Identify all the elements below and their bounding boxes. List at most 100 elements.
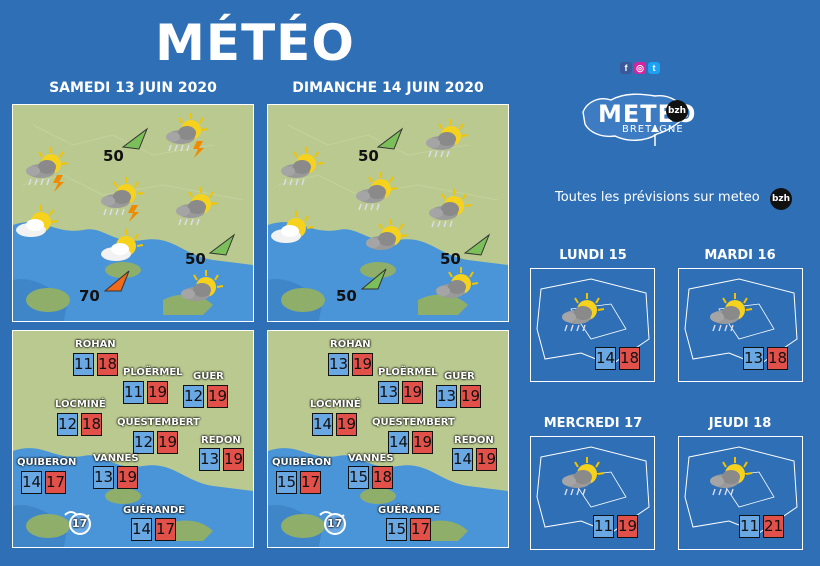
town-label: GUÉRANDE [123, 505, 186, 516]
town-label: LOCMINÉ [55, 399, 106, 410]
temp-min: 13 [328, 353, 349, 376]
temp-max: 17 [300, 471, 321, 494]
temp-pair: 11 19 [593, 515, 638, 538]
sea-temperature: 17 [72, 517, 88, 530]
temp-min: 12 [57, 413, 78, 436]
temp-pair: 15 17 [386, 518, 431, 541]
temp-max: 19 [352, 353, 373, 376]
wind-arrow-icon-strong [103, 270, 130, 292]
town-label: QUESTEMBERT [117, 417, 200, 428]
wind-speed: 70 [79, 287, 100, 305]
temp-pair: 13 18 [743, 347, 788, 370]
town-label: VANNES [348, 453, 394, 464]
temp-pair: 14 18 [595, 347, 640, 370]
temp-pair: 14 19 [388, 431, 433, 454]
temp-max: 19 [147, 381, 168, 404]
wind-arrow-icon [376, 127, 404, 150]
logo-badge: bzh [666, 100, 688, 122]
town-label: ROHAN [75, 339, 116, 350]
temp-pair: 12 19 [133, 431, 178, 454]
rain-icon [355, 171, 399, 211]
forecast-map: 11 21 [678, 436, 803, 550]
temp-min: 13 [743, 347, 764, 370]
temp-max: 19 [207, 385, 228, 408]
wind-arrow-icon [121, 127, 149, 150]
temp-max: 19 [157, 431, 178, 454]
town-label: GUER [444, 371, 475, 382]
logo-subtext: BRETAGNE [622, 124, 684, 135]
sun-cloud-icon [365, 218, 409, 251]
rain-icon [280, 146, 324, 186]
temp-pair: 13 19 [378, 381, 423, 404]
temp-min: 11 [593, 515, 614, 538]
sun-cloud-icon [175, 186, 219, 226]
temp-pair: 15 17 [276, 471, 321, 494]
town-label: ROHAN [330, 339, 371, 350]
temp-min: 12 [133, 431, 154, 454]
temp-min: 13 [378, 381, 399, 404]
temp-pair: 14 19 [312, 413, 357, 436]
weather-map-day2: 50 50 50 [267, 104, 509, 322]
sea-temperature-icon [64, 511, 91, 535]
temp-max: 19 [617, 515, 638, 538]
day-2-heading: DIMANCHE 14 JUIN 2020 [292, 80, 484, 96]
temp-max: 19 [460, 385, 481, 408]
temp-max: 18 [81, 413, 102, 436]
wind-speed: 50 [336, 287, 357, 305]
town-label: PLOËRMEL [123, 367, 183, 378]
wind-speed: 50 [440, 250, 461, 268]
temp-min: 15 [348, 466, 369, 489]
rain-thunder-icon [25, 146, 69, 192]
temp-pair: 14 17 [21, 471, 66, 494]
wind-speed: 50 [358, 147, 379, 165]
facebook-icon[interactable]: f [620, 62, 632, 74]
town-label: VANNES [93, 453, 139, 464]
temp-pair: 11 19 [123, 381, 168, 404]
sun-cloud-icon [180, 269, 224, 302]
town-label: REDON [454, 435, 494, 446]
promo-badge: bzh [770, 188, 792, 210]
temp-pair: 13 19 [93, 466, 138, 489]
town-label: GUÉRANDE [378, 505, 441, 516]
town-label: GUER [193, 371, 224, 382]
temp-pair: 13 19 [436, 385, 481, 408]
temp-min: 14 [21, 471, 42, 494]
promo-text[interactable]: Toutes les prévisions sur meteo [555, 190, 760, 205]
temp-max: 18 [372, 466, 393, 489]
temp-min: 15 [386, 518, 407, 541]
social-links: f ◎ t [620, 62, 660, 74]
wind-arrow-icon [208, 233, 236, 256]
forecast-map: 11 19 [530, 436, 655, 550]
temp-min: 11 [73, 353, 94, 376]
day-1-heading: SAMEDI 13 JUIN 2020 [49, 80, 217, 96]
rain-thunder-icon [100, 176, 144, 222]
rain-icon [428, 188, 472, 228]
sun-white-cloud-icon [15, 204, 59, 238]
wind-speed: 50 [185, 250, 206, 268]
temp-pair: 15 18 [348, 466, 393, 489]
temp-max: 19 [476, 448, 497, 471]
temp-min: 14 [312, 413, 333, 436]
temp-min: 13 [199, 448, 220, 471]
temp-min: 14 [388, 431, 409, 454]
forecast-heading: LUNDI 15 [559, 248, 627, 263]
temp-min: 14 [131, 518, 152, 541]
temp-min: 13 [436, 385, 457, 408]
town-label: QUIBERON [17, 457, 77, 468]
town-label: REDON [201, 435, 241, 446]
temp-min: 11 [123, 381, 144, 404]
temp-min: 11 [739, 515, 760, 538]
town-label: QUESTEMBERT [372, 417, 455, 428]
temp-max: 19 [336, 413, 357, 436]
weather-map-day1: 50 50 70 [12, 104, 254, 322]
forecast-map: 13 18 [678, 268, 803, 382]
twitter-icon[interactable]: t [648, 62, 660, 74]
rain-icon [561, 456, 605, 496]
page-title: MÉTÉO [155, 14, 355, 72]
temp-pair: 14 17 [131, 518, 176, 541]
temp-pair: 12 19 [183, 385, 228, 408]
temp-pair: 13 19 [199, 448, 244, 471]
temp-max: 17 [45, 471, 66, 494]
instagram-icon[interactable]: ◎ [634, 62, 646, 74]
temp-max: 18 [767, 347, 788, 370]
